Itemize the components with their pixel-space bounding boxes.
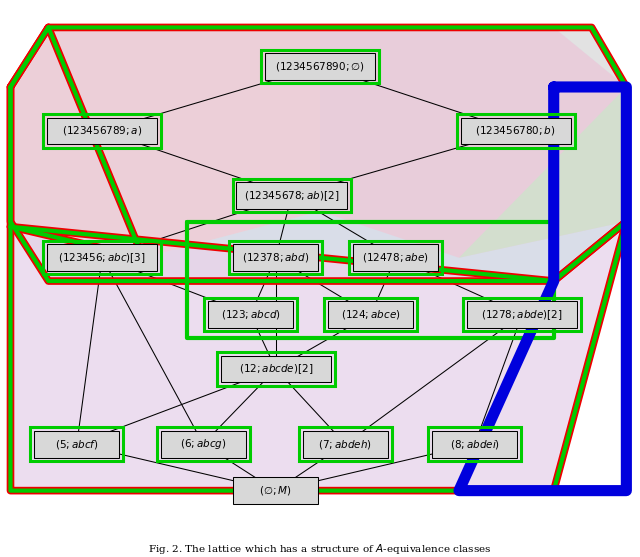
- Text: $(12345678; ab)[2]$: $(12345678; ab)[2]$: [244, 189, 339, 203]
- FancyBboxPatch shape: [328, 301, 413, 328]
- Text: $(124; abce)$: $(124; abce)$: [340, 308, 400, 321]
- Text: $(123456; abc)[3]$: $(123456; abc)[3]$: [58, 251, 146, 265]
- Text: $(1278; abde)[2]$: $(1278; abde)[2]$: [481, 308, 563, 321]
- FancyBboxPatch shape: [34, 431, 120, 457]
- Text: $(123456789; a)$: $(123456789; a)$: [62, 124, 142, 138]
- FancyBboxPatch shape: [47, 245, 157, 271]
- Text: $(12; abcde)[2]$: $(12; abcde)[2]$: [239, 362, 313, 376]
- FancyBboxPatch shape: [233, 245, 319, 271]
- Text: $(12378; abd)$: $(12378; abd)$: [242, 251, 309, 264]
- Text: Fig. 2. The lattice which has a structure of $A$-equivalence classes: Fig. 2. The lattice which has a structur…: [148, 543, 492, 556]
- Text: $(123456780; b)$: $(123456780; b)$: [476, 124, 556, 138]
- FancyBboxPatch shape: [303, 431, 388, 457]
- Text: $(6; abcg)$: $(6; abcg)$: [180, 437, 227, 451]
- FancyBboxPatch shape: [221, 355, 331, 383]
- Text: $(7; abdeh)$: $(7; abdeh)$: [318, 438, 372, 451]
- FancyBboxPatch shape: [265, 53, 375, 80]
- FancyBboxPatch shape: [467, 301, 577, 328]
- FancyBboxPatch shape: [47, 118, 157, 144]
- FancyBboxPatch shape: [208, 301, 293, 328]
- Text: $(8; abdei)$: $(8; abdei)$: [450, 438, 500, 451]
- Polygon shape: [320, 27, 627, 258]
- FancyBboxPatch shape: [161, 431, 246, 457]
- FancyBboxPatch shape: [353, 245, 438, 271]
- Text: $(5; abcf)$: $(5; abcf)$: [55, 438, 99, 451]
- Polygon shape: [10, 27, 627, 491]
- Polygon shape: [10, 27, 627, 281]
- FancyBboxPatch shape: [236, 182, 347, 209]
- FancyBboxPatch shape: [233, 477, 319, 504]
- Text: $(\varnothing; M)$: $(\varnothing; M)$: [259, 484, 292, 497]
- Polygon shape: [10, 27, 320, 258]
- Text: $(123; abcd)$: $(123; abcd)$: [221, 308, 280, 321]
- Polygon shape: [10, 222, 627, 491]
- FancyBboxPatch shape: [461, 118, 571, 144]
- Text: $(12478; abe)$: $(12478; abe)$: [362, 251, 429, 264]
- Polygon shape: [459, 87, 627, 258]
- Text: $(1234567890; \varnothing)$: $(1234567890; \varnothing)$: [275, 60, 365, 73]
- FancyBboxPatch shape: [432, 431, 517, 457]
